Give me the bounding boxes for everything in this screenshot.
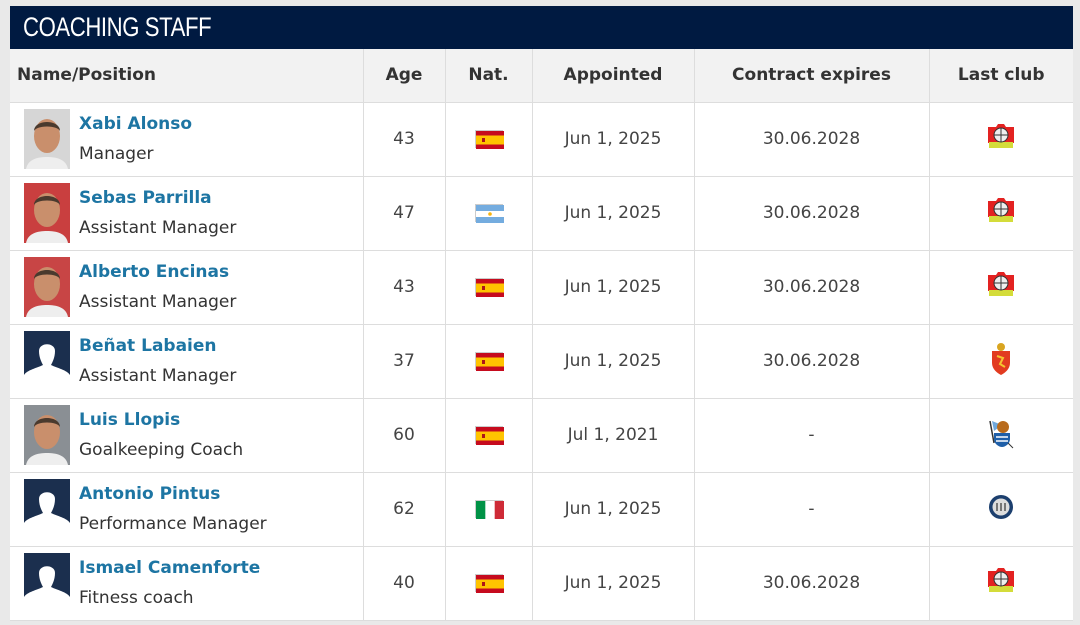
spain-flag-icon bbox=[474, 574, 504, 593]
staff-name-link[interactable]: Ismael Camenforte bbox=[79, 558, 261, 578]
name-position-cell: Antonio Pintus Performance Manager bbox=[10, 472, 364, 547]
spain-flag-icon bbox=[474, 352, 504, 371]
real-sociedad-crest-icon[interactable] bbox=[986, 417, 1016, 454]
name-position-cell: Luis Llopis Goalkeeping Coach bbox=[10, 398, 364, 473]
name-position-cell: Xabi Alonso Manager bbox=[10, 102, 364, 177]
age-cell: 60 bbox=[363, 398, 446, 473]
name-position-cell: Ismael Camenforte Fitness coach bbox=[10, 546, 364, 621]
contract-cell: 30.06.2028 bbox=[694, 546, 930, 621]
age-cell: 40 bbox=[363, 546, 446, 621]
staff-name-link[interactable]: Xabi Alonso bbox=[79, 114, 193, 134]
nat-cell bbox=[445, 250, 533, 325]
name-position-cell: Beñat Labaien Assistant Manager bbox=[10, 324, 364, 399]
section-title-text: COACHING STAFF bbox=[23, 12, 212, 42]
avatar-silhouette bbox=[24, 479, 70, 539]
appointed-cell: Jun 1, 2025 bbox=[532, 102, 695, 177]
appointed-cell: Jun 1, 2025 bbox=[532, 176, 695, 251]
last-club-cell bbox=[929, 324, 1073, 399]
appointed-cell: Jun 1, 2025 bbox=[532, 546, 695, 621]
leverkusen-crest-icon[interactable] bbox=[985, 197, 1017, 230]
staff-table: Name/Position Age Nat. Appointed Contrac… bbox=[10, 49, 1073, 621]
nat-cell bbox=[445, 398, 533, 473]
contract-cell: 30.06.2028 bbox=[694, 102, 930, 177]
table-row: Antonio Pintus Performance Manager 62 Jun… bbox=[10, 472, 1073, 547]
avatar-silhouette bbox=[24, 553, 70, 613]
staff-position: Assistant Manager bbox=[79, 218, 237, 238]
name-position-cell: Alberto Encinas Assistant Manager bbox=[10, 250, 364, 325]
age-cell: 62 bbox=[363, 472, 446, 547]
nat-cell bbox=[445, 472, 533, 547]
spain-flag-icon bbox=[474, 278, 504, 297]
age-cell: 43 bbox=[363, 102, 446, 177]
italy-flag-icon bbox=[474, 500, 504, 519]
age-cell: 43 bbox=[363, 250, 446, 325]
last-club-cell bbox=[929, 176, 1073, 251]
leverkusen-crest-icon[interactable] bbox=[985, 567, 1017, 600]
nat-cell bbox=[445, 324, 533, 399]
contract-cell: - bbox=[694, 472, 930, 547]
staff-position: Assistant Manager bbox=[79, 366, 237, 386]
spain-flag-icon bbox=[474, 426, 504, 445]
spain-flag-icon bbox=[474, 130, 504, 149]
appointed-cell: Jul 1, 2021 bbox=[532, 398, 695, 473]
inter-crest-icon[interactable] bbox=[988, 494, 1014, 525]
last-club-cell bbox=[929, 102, 1073, 177]
table-row: Luis Llopis Goalkeeping Coach 60 Jul 1, 2… bbox=[10, 398, 1073, 473]
appointed-cell: Jun 1, 2025 bbox=[532, 250, 695, 325]
leverkusen-crest-icon[interactable] bbox=[985, 271, 1017, 304]
leverkusen-crest-icon[interactable] bbox=[985, 123, 1017, 156]
col-age: Age bbox=[363, 49, 446, 103]
table-header-row: Name/Position Age Nat. Appointed Contrac… bbox=[10, 49, 1073, 103]
staff-position: Goalkeeping Coach bbox=[79, 440, 244, 460]
staff-name-link[interactable]: Antonio Pintus bbox=[79, 484, 221, 504]
section-title: COACHING STAFF bbox=[10, 6, 1073, 49]
staff-name-link[interactable]: Beñat Labaien bbox=[79, 336, 217, 356]
staff-name-link[interactable]: Alberto Encinas bbox=[79, 262, 230, 282]
contract-cell: 30.06.2028 bbox=[694, 250, 930, 325]
age-cell: 47 bbox=[363, 176, 446, 251]
last-club-cell bbox=[929, 250, 1073, 325]
argentina-flag-icon bbox=[474, 204, 504, 223]
appointed-cell: Jun 1, 2025 bbox=[532, 472, 695, 547]
avatar-silhouette bbox=[24, 331, 70, 391]
staff-position: Performance Manager bbox=[79, 514, 267, 534]
avatar-photo bbox=[24, 109, 70, 169]
last-club-cell bbox=[929, 472, 1073, 547]
contract-cell: 30.06.2028 bbox=[694, 176, 930, 251]
table-row: Sebas Parrilla Assistant Manager 47 Jun 1… bbox=[10, 176, 1073, 251]
name-position-cell: Sebas Parrilla Assistant Manager bbox=[10, 176, 364, 251]
col-appointed: Appointed bbox=[532, 49, 695, 103]
nat-cell bbox=[445, 546, 533, 621]
staff-name-link[interactable]: Sebas Parrilla bbox=[79, 188, 212, 208]
table-row: Xabi Alonso Manager 43 Jun 1, 2025 30.06.… bbox=[10, 102, 1073, 177]
staff-position: Assistant Manager bbox=[79, 292, 237, 312]
last-club-cell bbox=[929, 546, 1073, 621]
col-name-position: Name/Position bbox=[10, 49, 364, 103]
table-row: Ismael Camenforte Fitness coach 40 Jun 1,… bbox=[10, 546, 1073, 621]
zaragoza-crest-icon[interactable] bbox=[989, 342, 1013, 381]
col-nat: Nat. bbox=[445, 49, 533, 103]
appointed-cell: Jun 1, 2025 bbox=[532, 324, 695, 399]
avatar-photo bbox=[24, 183, 70, 243]
avatar-photo bbox=[24, 405, 70, 465]
avatar-photo bbox=[24, 257, 70, 317]
staff-name-link[interactable]: Luis Llopis bbox=[79, 410, 181, 430]
staff-position: Manager bbox=[79, 144, 154, 164]
table-row: Alberto Encinas Assistant Manager 43 Jun … bbox=[10, 250, 1073, 325]
age-cell: 37 bbox=[363, 324, 446, 399]
contract-cell: - bbox=[694, 398, 930, 473]
last-club-cell bbox=[929, 398, 1073, 473]
coaching-staff-panel: COACHING STAFF Name/Position Age Nat. Ap… bbox=[10, 6, 1073, 621]
col-contract: Contract expires bbox=[694, 49, 930, 103]
col-last-club: Last club bbox=[929, 49, 1073, 103]
staff-position: Fitness coach bbox=[79, 588, 194, 608]
nat-cell bbox=[445, 102, 533, 177]
table-row: Beñat Labaien Assistant Manager 37 Jun 1,… bbox=[10, 324, 1073, 399]
nat-cell bbox=[445, 176, 533, 251]
contract-cell: 30.06.2028 bbox=[694, 324, 930, 399]
